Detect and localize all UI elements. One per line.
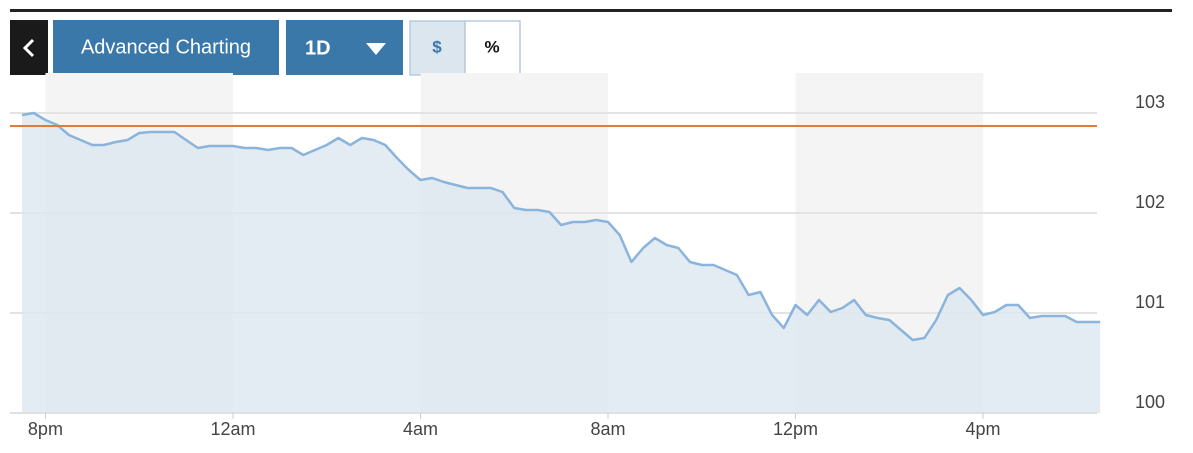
toggle-label: $	[432, 37, 442, 56]
x-tick-label: 8pm	[28, 419, 63, 439]
x-tick-label: 4pm	[966, 419, 1001, 439]
option-toggle[interactable]: %	[464, 20, 521, 76]
x-tick-label: 12pm	[773, 419, 818, 439]
top-rule	[10, 9, 1172, 12]
x-tick-label: 12am	[210, 419, 255, 439]
period-dropdown[interactable]: 1D	[286, 20, 403, 75]
advanced-charting-button[interactable]: Advanced Charting	[53, 20, 279, 75]
y-tick-label: 102	[1135, 192, 1165, 212]
x-tick-label: 4am	[403, 419, 438, 439]
price-line	[21, 111, 1101, 342]
dropdown-arrow	[366, 43, 386, 55]
toggle-label: %	[484, 37, 499, 56]
period-label: 1D	[305, 37, 331, 59]
toggle-bg	[409, 20, 466, 76]
area	[22, 113, 1101, 413]
back-button[interactable]	[10, 20, 48, 75]
y-tick-label: 103	[1135, 92, 1165, 112]
option-toggle[interactable]: $	[409, 20, 466, 76]
x-tick-label: 8am	[590, 419, 625, 439]
y-tick-label: 100	[1135, 392, 1165, 412]
button-label: Advanced Charting	[81, 36, 251, 58]
y-tick-label: 101	[1135, 292, 1165, 312]
